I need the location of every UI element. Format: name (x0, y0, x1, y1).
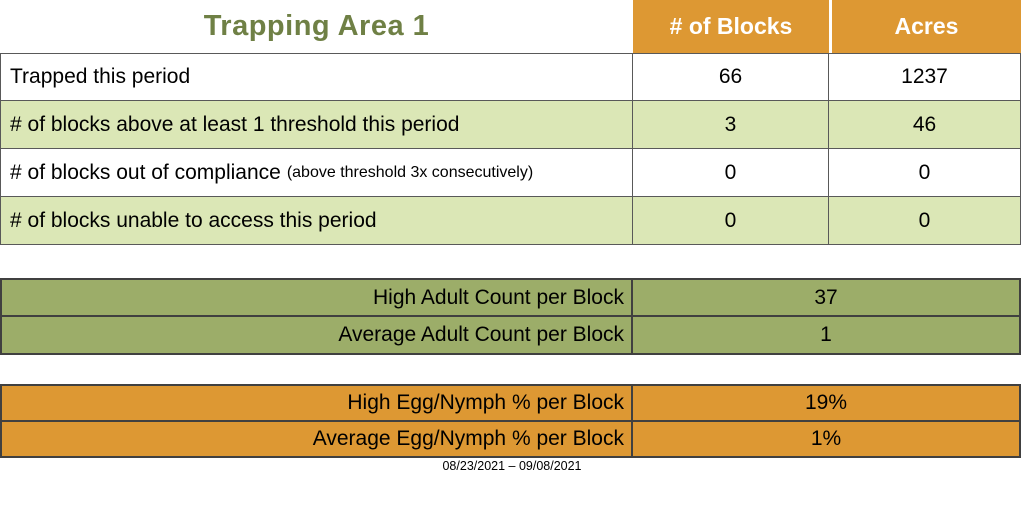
egg-average-value: 1% (810, 427, 842, 450)
page-title: Trapping Area 1 (203, 10, 430, 42)
title-cell: Trapping Area 1 (0, 0, 633, 53)
egg-average-label: Average Egg/Nymph % per Block (2, 422, 633, 456)
row-value-compliance-acres: 0 (829, 148, 1021, 196)
row-value-access-acres: 0 (829, 196, 1021, 245)
adult-high-value: 37 (633, 280, 1019, 317)
column-header-acres: Acres (829, 0, 1021, 53)
summary-table: Trapping Area 1 # of Blocks Acres Trappe… (0, 0, 1021, 245)
egg-nymph-table: High Egg/Nymph % per Block 19% Average E… (0, 384, 1021, 458)
row-label-text: # of blocks unable to access this period (10, 208, 377, 232)
row-label-out-of-compliance: # of blocks out of compliance (above thr… (0, 148, 633, 196)
row-label-text: # of blocks out of compliance (10, 160, 281, 184)
row-value-access-blocks: 0 (633, 196, 829, 245)
row-label-note: (above threshold 3x consecutively) (286, 163, 534, 181)
date-range-caption: 08/23/2021 – 09/08/2021 (442, 459, 582, 473)
row-value-compliance-blocks: 0 (633, 148, 829, 196)
row-value-threshold-blocks: 3 (633, 100, 829, 148)
row-value-trapped-acres: 1237 (829, 53, 1021, 100)
adult-high-label: High Adult Count per Block (2, 280, 633, 317)
adult-average-value: 1 (820, 323, 832, 346)
row-label-above-threshold: # of blocks above at least 1 threshold t… (0, 100, 633, 148)
egg-high-label: High Egg/Nymph % per Block (2, 386, 633, 422)
column-header-blocks: # of Blocks (633, 0, 829, 53)
row-label-text: Trapped this period (10, 65, 191, 88)
adult-count-table: High Adult Count per Block 37 Average Ad… (0, 278, 1021, 355)
row-label-text: # of blocks above at least 1 threshold t… (10, 112, 460, 136)
row-label-unable-access: # of blocks unable to access this period (0, 196, 633, 245)
row-label-trapped: Trapped this period (0, 53, 633, 100)
egg-high-value: 19% (633, 386, 1019, 422)
row-value-trapped-blocks: 66 (633, 53, 829, 100)
adult-average-label: Average Adult Count per Block (2, 317, 633, 353)
row-value-threshold-acres: 46 (829, 100, 1021, 148)
